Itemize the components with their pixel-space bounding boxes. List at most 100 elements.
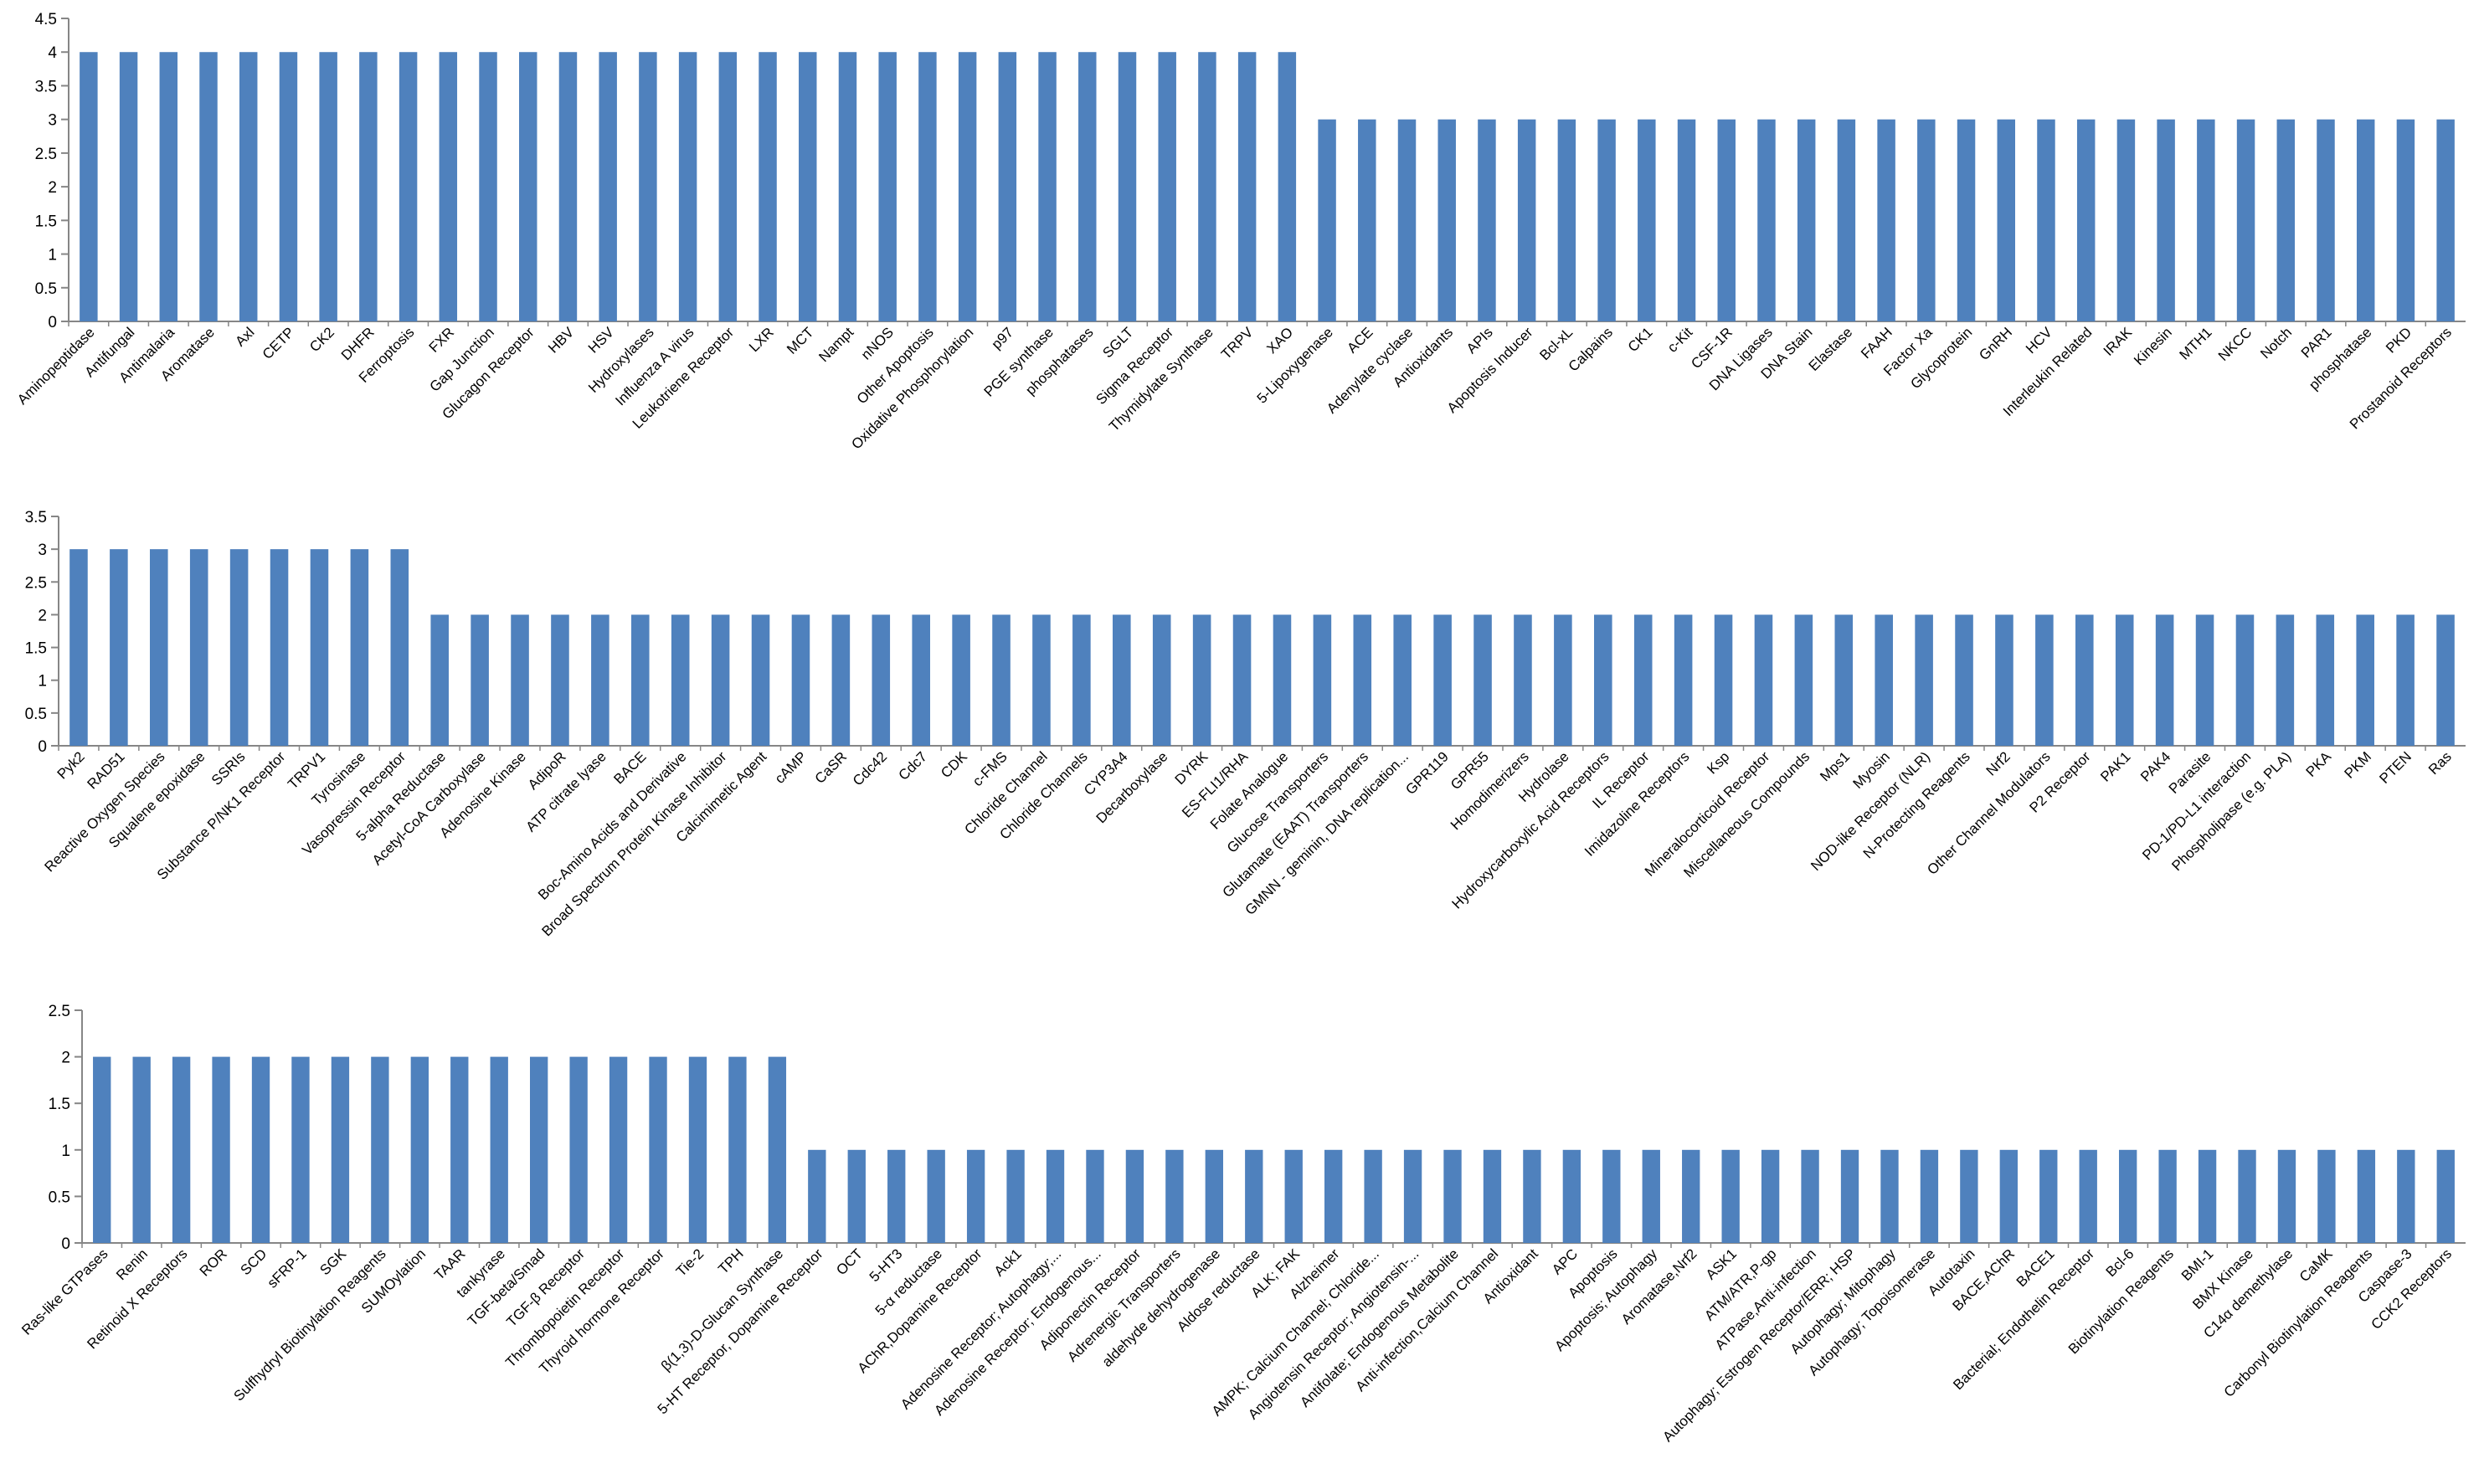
- bar: [1118, 52, 1137, 321]
- bar: [319, 52, 337, 321]
- bar: [1514, 614, 1532, 746]
- bar: [1999, 1149, 2019, 1243]
- x-tick-label: Elastase: [1806, 324, 1856, 374]
- x-tick-label: FAAH: [1858, 324, 1895, 362]
- bar: [1353, 614, 1372, 746]
- bar: [678, 52, 697, 321]
- x-tick-label: FXR: [426, 324, 457, 355]
- bar: [1078, 52, 1097, 321]
- bar: [2238, 1149, 2256, 1243]
- bar: [1915, 614, 1933, 746]
- bar: [2039, 1149, 2058, 1243]
- x-tick-label: MTH1: [2177, 324, 2215, 362]
- bar: [847, 1149, 866, 1243]
- y-tick-label: 2: [48, 179, 57, 197]
- bar: [519, 52, 537, 321]
- bar: [1761, 1149, 1780, 1243]
- bar: [279, 52, 298, 321]
- bar: [2195, 614, 2214, 746]
- bar: [2236, 119, 2255, 321]
- y-tick-label: 0.5: [35, 280, 57, 298]
- bar: [569, 1056, 588, 1243]
- bar: [599, 52, 617, 321]
- bar: [2277, 1149, 2296, 1243]
- bar: [1597, 119, 1616, 321]
- bar: [1313, 614, 1332, 746]
- bar: [2118, 1149, 2137, 1243]
- bar: [759, 52, 777, 321]
- x-tick-label: nNOS: [858, 324, 897, 362]
- y-tick-label: 2.5: [49, 1003, 70, 1020]
- bar: [1674, 614, 1693, 746]
- bar: [2116, 119, 2136, 321]
- bar: [1960, 1149, 1978, 1243]
- bar: [1917, 119, 1936, 321]
- bar: [728, 1056, 747, 1243]
- bar: [2037, 119, 2055, 321]
- x-tick-label: cAMP: [772, 748, 810, 786]
- bar: [1125, 1149, 1144, 1243]
- x-tick-label: Cdc42: [850, 748, 890, 788]
- bar: [119, 52, 138, 321]
- bar: [1158, 52, 1176, 321]
- x-tick-label: ASK1: [1703, 1245, 1740, 1282]
- bar: [2316, 614, 2335, 746]
- bar: [1757, 119, 1776, 321]
- bar: [1794, 614, 1813, 746]
- x-tick-label: TAAR: [431, 1245, 469, 1283]
- x-tick-label: PKM: [2342, 748, 2374, 781]
- bar: [479, 52, 497, 321]
- bar: [1602, 1149, 1621, 1243]
- bar: [1997, 119, 2015, 321]
- x-tick-label: SGLT: [1099, 324, 1136, 361]
- bar: [2115, 614, 2134, 746]
- x-tick-label: Calpains: [1566, 324, 1616, 374]
- bar: [1278, 52, 1297, 321]
- y-tick-label: 2.5: [25, 574, 47, 592]
- bar: [1995, 614, 2013, 746]
- x-tick-label: Ras-like GTPases: [18, 1245, 111, 1338]
- bar: [1324, 1149, 1343, 1243]
- bar: [649, 1056, 667, 1243]
- bar: [2155, 614, 2174, 746]
- x-tick-label: BMI-1: [2178, 1245, 2216, 1283]
- x-tick-label: GnRH: [1976, 324, 2015, 363]
- bar: [1955, 614, 1973, 746]
- y-tick-label: 1: [61, 1143, 70, 1160]
- bar: [791, 614, 810, 746]
- x-tick-label: Renin: [113, 1245, 151, 1283]
- bar: [1165, 1149, 1184, 1243]
- bar: [1318, 119, 1336, 321]
- bar: [718, 52, 738, 321]
- x-tick-label: Mps1: [1817, 748, 1853, 784]
- bar: [1880, 1149, 1899, 1243]
- bar: [471, 614, 489, 746]
- bar: [2396, 119, 2415, 321]
- x-tick-label: TRPV: [1218, 324, 1257, 362]
- bar: [270, 549, 289, 746]
- bar: [1714, 614, 1733, 746]
- x-tick-label: ACE: [1344, 324, 1376, 356]
- bar: [1198, 52, 1216, 321]
- bar: [399, 52, 418, 321]
- bar: [251, 1056, 270, 1243]
- x-tick-label: sFRP-1: [265, 1245, 310, 1291]
- bar: [2356, 614, 2374, 746]
- bar: [2436, 119, 2455, 321]
- bar: [132, 1056, 151, 1243]
- bar: [1801, 1149, 1819, 1243]
- bar: [711, 614, 730, 746]
- bar: [992, 614, 1011, 746]
- bar: [1205, 1149, 1224, 1243]
- x-tick-label: Boc-Amino Acids and Derivative: [535, 748, 689, 902]
- x-tick-label: Notch: [2257, 324, 2295, 362]
- bar: [1642, 1149, 1660, 1243]
- y-tick-label: 1.5: [25, 640, 47, 658]
- bar: [310, 549, 329, 746]
- x-tick-label: Broad Spectrum Protein Kinase Inhibitor: [539, 748, 730, 939]
- bar: [1840, 1149, 1859, 1243]
- y-tick-label: 3.5: [25, 509, 47, 526]
- x-tick-label: c-Kit: [1664, 324, 1696, 356]
- x-tick-label: Bcl-xL: [1536, 324, 1576, 363]
- bar: [2357, 1149, 2376, 1243]
